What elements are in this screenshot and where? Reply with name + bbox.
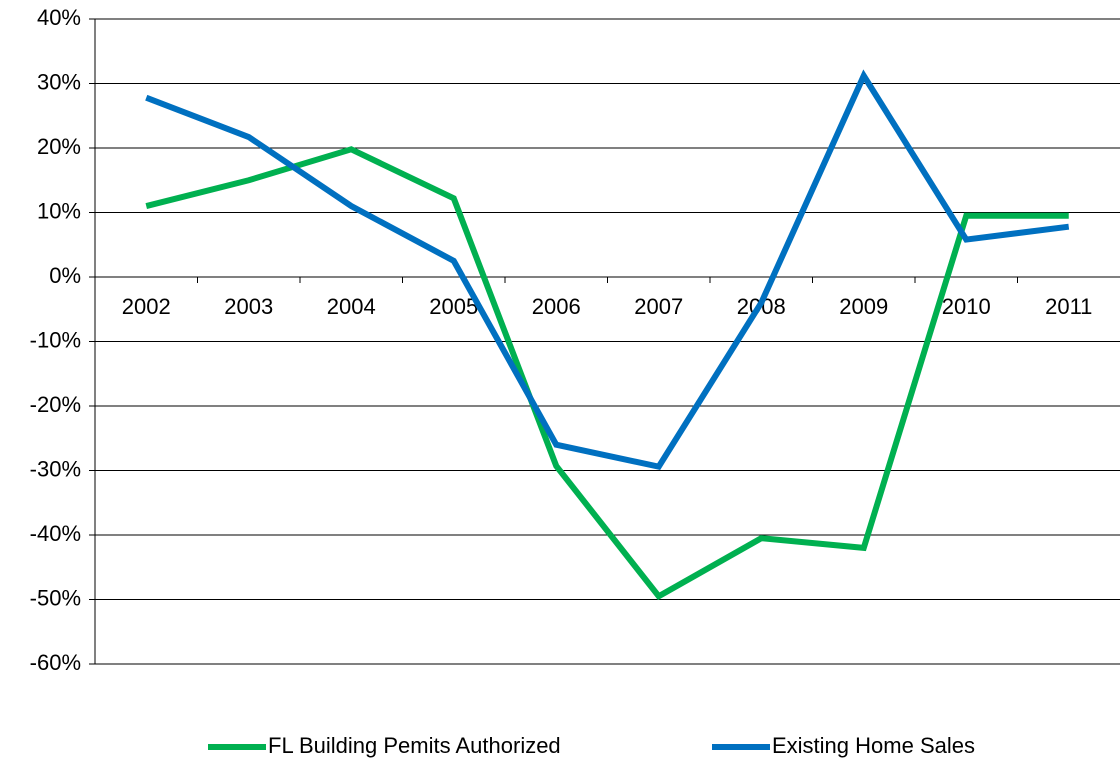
- series-line: [145, 146, 1069, 601]
- y-tick-label: 10%: [37, 198, 81, 223]
- legend-label: FL Building Pemits Authorized: [268, 733, 561, 758]
- x-tick-label: 2007: [634, 294, 683, 319]
- legend-label: Existing Home Sales: [772, 733, 975, 758]
- y-tick-label: -40%: [30, 521, 81, 546]
- x-tick-label: 2006: [532, 294, 581, 319]
- y-tick-label: -30%: [30, 456, 81, 481]
- y-tick-label: 0%: [49, 263, 81, 288]
- y-tick-label: -60%: [30, 650, 81, 675]
- y-tick-label: 40%: [37, 5, 81, 30]
- y-tick-label: 20%: [37, 134, 81, 159]
- x-tick-label: 2010: [942, 294, 991, 319]
- y-tick-label: -50%: [30, 585, 81, 610]
- y-tick-label: -20%: [30, 392, 81, 417]
- x-tick-label: 2002: [122, 294, 171, 319]
- x-tick-label: 2003: [224, 294, 273, 319]
- y-tick-label: 30%: [37, 69, 81, 94]
- y-tick-label: -10%: [30, 327, 81, 352]
- x-tick-label: 2009: [839, 294, 888, 319]
- x-tick-label: 2011: [1045, 294, 1092, 319]
- series-line: [145, 69, 1070, 471]
- x-tick-label: 2004: [327, 294, 376, 319]
- x-tick-label: 2005: [429, 294, 478, 319]
